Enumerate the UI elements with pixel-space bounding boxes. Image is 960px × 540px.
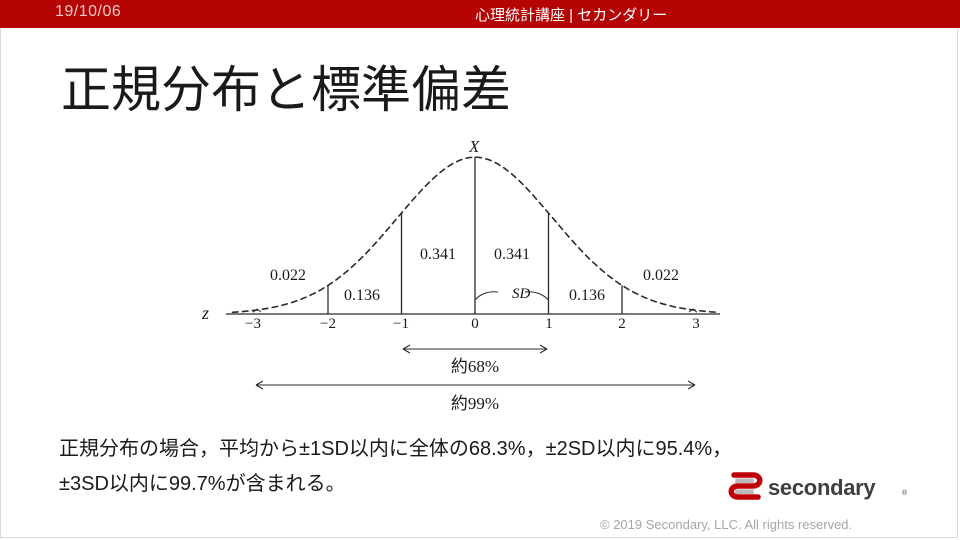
svg-text:0.341: 0.341 xyxy=(494,246,530,263)
svg-text:0.136: 0.136 xyxy=(569,287,605,304)
svg-text:X: X xyxy=(468,137,480,156)
svg-text:SD: SD xyxy=(512,286,531,302)
svg-text:0: 0 xyxy=(471,316,479,332)
svg-text:z: z xyxy=(201,303,209,323)
svg-text:0.341: 0.341 xyxy=(420,246,456,263)
svg-text:約99%: 約99% xyxy=(451,394,499,413)
svg-text:0.022: 0.022 xyxy=(270,267,306,284)
svg-text:−2: −2 xyxy=(320,316,336,332)
svg-text:2: 2 xyxy=(618,316,626,332)
svg-text:1: 1 xyxy=(545,316,553,332)
svg-text:0.022: 0.022 xyxy=(643,267,679,284)
svg-text:−1: −1 xyxy=(393,316,409,332)
svg-text:®: ® xyxy=(902,489,908,497)
svg-text:−3: −3 xyxy=(245,316,261,332)
svg-text:secondary: secondary xyxy=(768,475,876,500)
svg-text:約68%: 約68% xyxy=(451,357,499,376)
svg-text:0.136: 0.136 xyxy=(344,287,380,304)
svg-text:3: 3 xyxy=(692,316,700,332)
